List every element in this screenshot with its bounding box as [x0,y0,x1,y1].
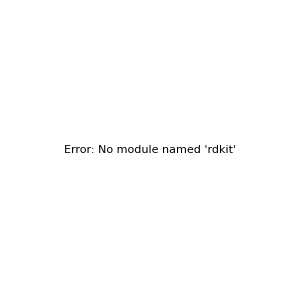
Text: Error: No module named 'rdkit': Error: No module named 'rdkit' [64,145,236,155]
